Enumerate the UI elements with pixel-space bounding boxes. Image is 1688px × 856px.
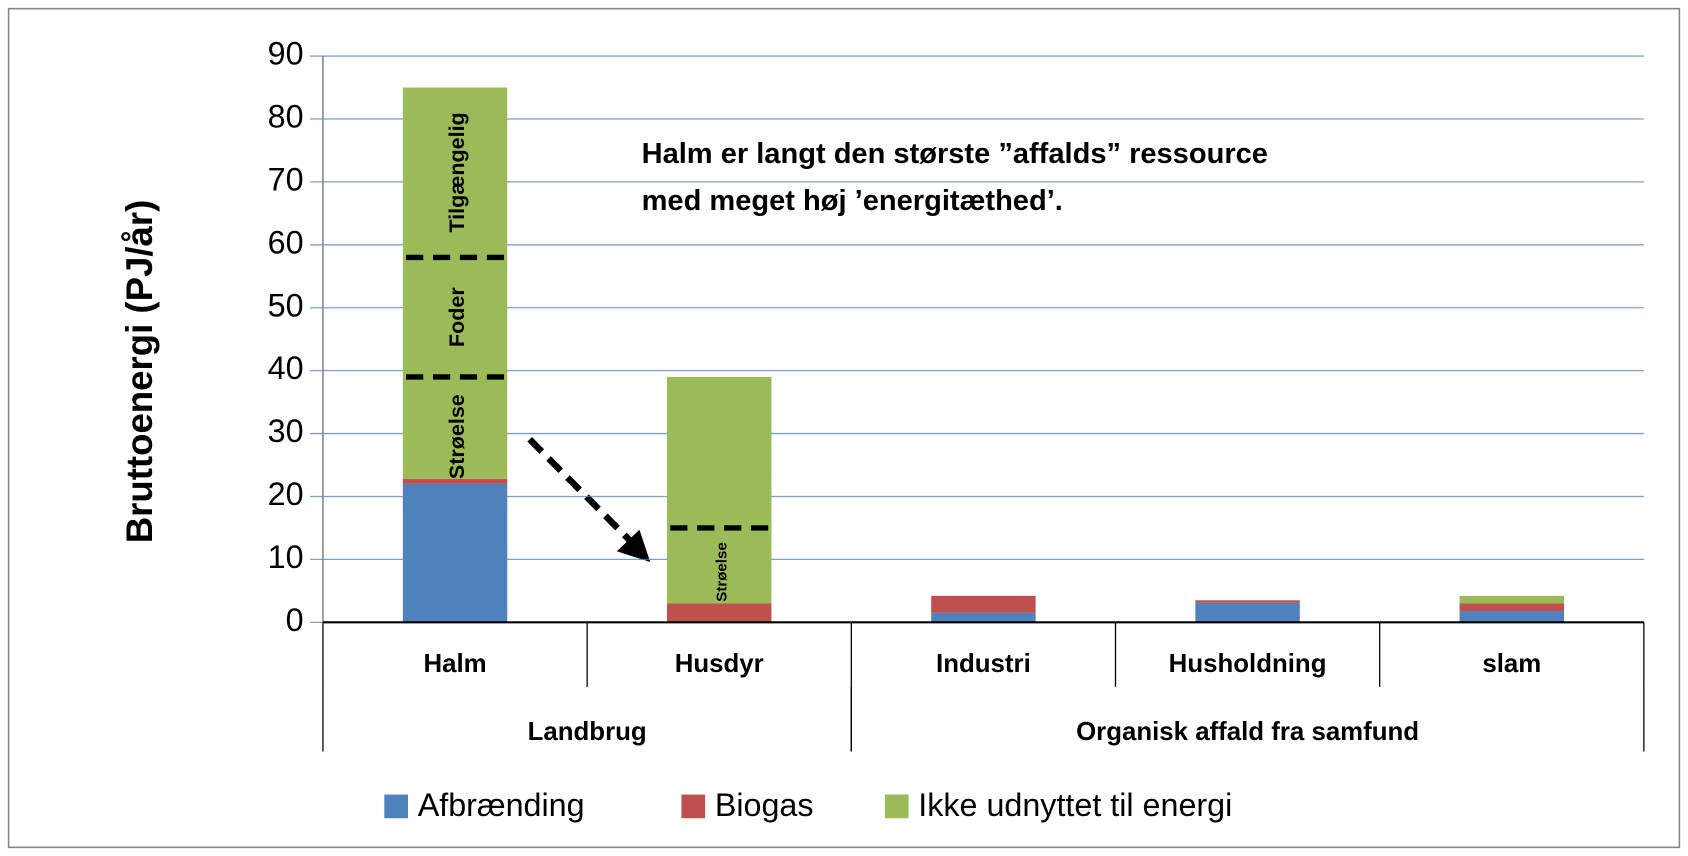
y-tick-label: 40 (268, 350, 304, 386)
bar-segment (1195, 602, 1300, 623)
bar-segment (1459, 610, 1564, 623)
y-tick-label: 0 (286, 602, 304, 638)
y-tick-label: 10 (268, 539, 304, 575)
x-tick-label: slam (1482, 650, 1541, 678)
bar-label: Foder (445, 287, 469, 347)
legend-swatch (384, 794, 409, 819)
group-label: Landbrug (528, 718, 647, 746)
y-axis-label: Bruttoenergi (PJ/år) (119, 200, 160, 544)
arrow-head (616, 529, 651, 563)
y-tick-label: 30 (268, 413, 304, 449)
bar-segment (667, 376, 772, 604)
x-tick-label: Husdyr (675, 650, 764, 678)
legend-label: Afbrænding (418, 787, 585, 823)
bar-segment (1459, 603, 1564, 611)
bar-segment (402, 87, 508, 479)
chart-border (7, 7, 1681, 849)
y-tick-label: 50 (268, 287, 304, 323)
x-tick-label: Industri (936, 650, 1031, 678)
annotation: med meget høj ’energitæthed’. (642, 185, 1063, 217)
bar-segment (402, 478, 508, 484)
y-tick-label: 60 (268, 224, 304, 260)
bar-label: Tilgængelig (445, 112, 469, 232)
y-tick-label: 70 (268, 161, 304, 197)
bar-segment (402, 483, 508, 623)
bar-segment (667, 603, 772, 623)
y-tick-label: 90 (268, 36, 304, 72)
bar-segment (931, 595, 1036, 613)
bar-segment (1195, 600, 1300, 603)
y-tick-label: 80 (268, 99, 304, 135)
bar-label: Strøelse (713, 542, 730, 601)
bar-segment (931, 612, 1036, 623)
legend-label: Biogas (715, 787, 814, 823)
annotation: Halm er langt den største ”affalds” ress… (642, 138, 1268, 170)
bar-label: Strøelse (445, 394, 469, 479)
bar-segment (1459, 595, 1564, 604)
legend-swatch (681, 794, 706, 819)
x-tick-label: Halm (423, 650, 486, 678)
group-label: Organisk affald fra samfund (1076, 718, 1419, 746)
legend-swatch (884, 794, 909, 819)
legend-label: Ikke udnyttet til energi (918, 787, 1232, 823)
y-tick-label: 20 (268, 476, 304, 512)
x-tick-label: Husholdning (1169, 650, 1327, 678)
